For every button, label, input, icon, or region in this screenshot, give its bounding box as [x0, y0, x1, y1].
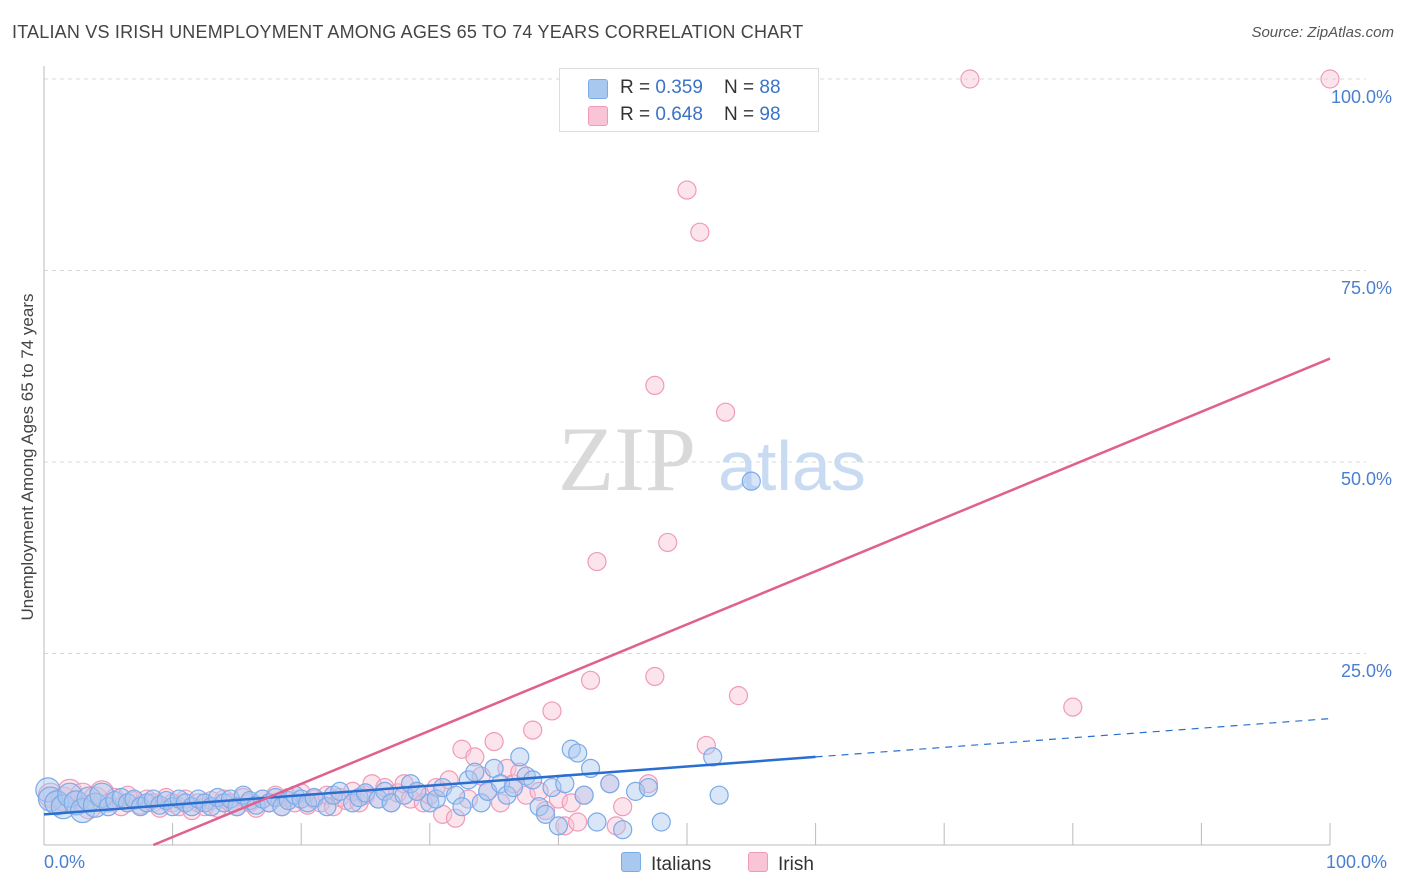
italian-point	[89, 782, 115, 808]
y-tick-50: 50.0%	[1340, 469, 1392, 489]
italian-point	[445, 785, 466, 805]
italian-point	[510, 747, 530, 767]
legend-swatch-irish	[588, 106, 608, 126]
italian-point	[529, 797, 549, 817]
italian-point	[458, 770, 478, 790]
italian-point	[343, 793, 363, 813]
bottom-swatch-italians	[621, 852, 641, 872]
bottom-legend-label-italians: Italians	[651, 854, 712, 875]
chart-title: ITALIAN VS IRISH UNEMPLOYMENT AMONG AGES…	[12, 22, 804, 42]
italians-trend-line	[43, 755, 816, 816]
italians-trend-extension	[815, 718, 1331, 758]
bottom-legend-irish: Irish	[748, 852, 814, 876]
y-tick-100: 100.0%	[1330, 87, 1392, 107]
italian-point	[703, 747, 723, 767]
italian-point	[638, 777, 659, 798]
trend-lines	[43, 357, 1331, 847]
italian-point	[394, 785, 414, 805]
irish-point	[445, 808, 466, 828]
irish-point	[555, 816, 575, 836]
irish-point	[523, 720, 543, 740]
watermark-atlas: atlas	[718, 427, 866, 505]
irish-point	[715, 402, 736, 422]
irish-point	[490, 793, 511, 813]
italian-point	[600, 774, 620, 794]
irish-point	[349, 793, 369, 813]
legend-swatch-italians	[588, 79, 608, 99]
italian-point	[465, 762, 485, 782]
irish-point	[960, 69, 980, 89]
legend-r-value-italians: 0.359	[655, 77, 703, 98]
italian-point	[555, 774, 575, 794]
italian-point	[625, 781, 646, 801]
legend-r-label: R =	[620, 77, 656, 98]
italian-point	[568, 743, 588, 763]
italian-point	[35, 777, 61, 803]
watermark-zip: ZIP	[558, 408, 696, 510]
irish-point	[645, 375, 665, 395]
irish-point	[658, 532, 678, 553]
italian-point	[317, 797, 337, 817]
irish-point	[529, 781, 549, 801]
irish-point	[613, 797, 633, 817]
legend-r-value-irish: 0.648	[655, 104, 703, 125]
irish-point	[568, 812, 588, 832]
irish-point	[413, 793, 433, 813]
italian-point	[542, 777, 562, 798]
irish-point	[580, 670, 601, 690]
source-label: Source: ZipAtlas.com	[1251, 24, 1394, 41]
legend-n-label: N =	[724, 104, 760, 125]
italian-point	[426, 789, 446, 809]
irish-point	[587, 551, 607, 572]
italian-point	[613, 820, 633, 840]
irish-point	[645, 666, 665, 687]
italian-point	[497, 785, 517, 805]
italian-point	[709, 785, 729, 805]
bottom-swatch-irish	[748, 852, 768, 872]
italian-point	[44, 790, 70, 816]
irish-point	[542, 701, 562, 721]
irish-point	[696, 735, 716, 756]
legend-n-value-irish: 98	[759, 104, 781, 125]
irish-point	[728, 686, 749, 706]
legend-r-label: R =	[620, 104, 656, 125]
italian-point	[741, 471, 761, 491]
x-tick-0: 0.0%	[44, 852, 86, 872]
italian-point	[37, 786, 64, 812]
gridlines	[43, 66, 1366, 846]
irish-trend-line	[152, 357, 1331, 847]
italian-point	[651, 812, 671, 832]
irish-point	[458, 789, 478, 809]
irish-point	[690, 222, 710, 242]
italian-point	[523, 770, 543, 790]
legend-n-value-italians: 88	[759, 77, 781, 98]
italian-point	[535, 804, 556, 824]
italian-point	[574, 785, 594, 805]
legend-n-label: N =	[724, 77, 760, 98]
italian-point	[548, 816, 569, 836]
italian-point	[375, 781, 395, 801]
italian-point	[452, 797, 472, 817]
stats-legend: R = 0.359 N = 88 R = 0.648 N = 98	[559, 68, 819, 132]
irish-point	[465, 747, 485, 767]
irish-point	[484, 731, 504, 752]
x-tick-100: 100.0%	[1326, 852, 1388, 872]
y-tick-75: 75.0%	[1340, 278, 1392, 298]
bottom-legend-italians: Italians	[621, 852, 711, 876]
irish-point	[677, 180, 697, 200]
italian-point	[471, 793, 491, 813]
italian-point	[587, 812, 607, 832]
irish-point	[1063, 697, 1083, 717]
bottom-legend-label-irish: Irish	[778, 854, 814, 875]
y-tick-25: 25.0%	[1340, 661, 1392, 681]
irish-point	[1320, 69, 1340, 89]
